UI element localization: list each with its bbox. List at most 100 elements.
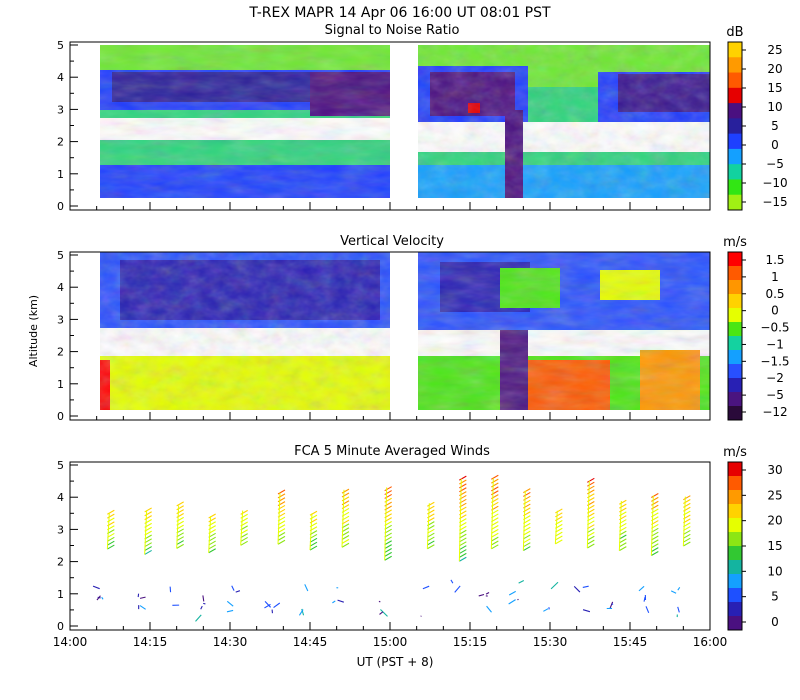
y-tick-label: 4 bbox=[57, 491, 64, 504]
wind-barb bbox=[523, 491, 531, 497]
colorbar-swatch bbox=[728, 266, 742, 281]
wind-barb bbox=[645, 606, 650, 614]
vv-panel-title: Vertical Velocity bbox=[340, 234, 444, 249]
wind-barb bbox=[427, 536, 435, 542]
wind-barb bbox=[203, 602, 206, 605]
snr-top-gap bbox=[100, 42, 710, 45]
wind-barb bbox=[587, 535, 595, 541]
wind-barb bbox=[384, 497, 392, 503]
wind-barb bbox=[582, 585, 589, 588]
wind-barb bbox=[459, 537, 467, 543]
wind-barb bbox=[683, 537, 691, 543]
colorbar-label: −10 bbox=[762, 176, 787, 190]
wind-barb bbox=[240, 533, 248, 539]
wind-barb-staff bbox=[522, 490, 526, 551]
wind-barb bbox=[459, 479, 467, 485]
wind-barb bbox=[459, 556, 467, 562]
x-axis-label: UT (PST + 8) bbox=[357, 655, 434, 669]
wind-barb bbox=[277, 535, 286, 541]
colorbar-label: 20 bbox=[767, 514, 782, 528]
colorbar-swatch bbox=[728, 532, 742, 547]
wind-barb bbox=[677, 586, 681, 591]
wind-barb bbox=[341, 496, 350, 502]
colorbar-unit: m/s bbox=[723, 235, 747, 250]
wind-barb-staff bbox=[682, 496, 686, 547]
snr-data-gap bbox=[390, 42, 418, 200]
wind-barb bbox=[107, 513, 115, 519]
wind-barb-staff bbox=[426, 503, 430, 549]
colorbar-label: −5 bbox=[766, 388, 784, 402]
wind-barb bbox=[277, 497, 286, 503]
wind-barb bbox=[101, 596, 104, 600]
y-tick-label: 0 bbox=[57, 200, 64, 213]
y-tick-label: 2 bbox=[57, 556, 64, 569]
wind-barb bbox=[277, 539, 286, 545]
wind-barb bbox=[573, 586, 581, 593]
wind-barb bbox=[491, 478, 499, 484]
wind-barb bbox=[491, 536, 499, 542]
y-tick-label: 3 bbox=[57, 103, 64, 116]
wind-barb bbox=[277, 532, 286, 537]
wind-barb bbox=[139, 596, 146, 599]
y-tick-label: 4 bbox=[57, 71, 64, 84]
wind-y-axis: 0 1 2 3 4 5 bbox=[57, 459, 78, 633]
wind-barb bbox=[309, 541, 318, 547]
wind-barb bbox=[226, 600, 234, 607]
colorbar-unit: m/s bbox=[723, 445, 747, 460]
y-tick-label: 0 bbox=[57, 410, 64, 423]
wind-barb bbox=[491, 474, 499, 480]
wind-barb bbox=[619, 507, 627, 513]
wind-barb bbox=[587, 481, 595, 487]
wind-barb bbox=[240, 536, 248, 542]
wind-barb bbox=[226, 609, 234, 613]
wind-barb bbox=[555, 508, 563, 514]
colorbar-label: −5 bbox=[766, 157, 784, 171]
figure-title: T-REX MAPR 14 Apr 06 16:00 UT 08:01 PST bbox=[248, 5, 551, 21]
wind-barb bbox=[651, 547, 659, 553]
wind-barb bbox=[619, 542, 627, 548]
wind-barb bbox=[176, 532, 184, 538]
y-tick-label: 5 bbox=[57, 249, 64, 262]
colorbar-label: −1 bbox=[766, 337, 784, 351]
wind-barb bbox=[309, 510, 318, 516]
colorbar-swatch bbox=[728, 72, 742, 89]
wind-barb bbox=[508, 590, 516, 596]
wind-barb bbox=[543, 608, 549, 612]
wind-barb bbox=[208, 517, 216, 523]
wind-barb bbox=[107, 509, 115, 515]
wind-barb bbox=[427, 540, 435, 546]
colorbar-swatch bbox=[728, 546, 742, 561]
wind-barb bbox=[378, 600, 381, 603]
wind-barb bbox=[309, 537, 318, 543]
colorbar-label: 0 bbox=[771, 615, 779, 629]
wind-barb bbox=[92, 585, 100, 590]
colorbar-label: 25 bbox=[767, 488, 782, 502]
colorbar-label: −12 bbox=[762, 405, 787, 419]
wind-barb bbox=[683, 495, 691, 501]
wind-barb-staff bbox=[208, 516, 212, 553]
x-tick-label: 15:30 bbox=[533, 635, 568, 649]
vv-heatmap bbox=[100, 252, 710, 410]
wind-barb bbox=[651, 504, 659, 510]
wind-barb bbox=[341, 538, 350, 544]
wind-barb bbox=[619, 538, 627, 544]
wind-barb bbox=[277, 524, 286, 530]
y-tick-label: 3 bbox=[57, 313, 64, 326]
wind-barb bbox=[491, 482, 499, 488]
colorbar-swatch bbox=[728, 490, 742, 505]
wind-barb bbox=[176, 501, 184, 507]
x-tick-label: 14:30 bbox=[213, 635, 248, 649]
wind-barb bbox=[619, 546, 627, 552]
wind-barb bbox=[384, 532, 392, 538]
vv-colorbar: m/s 1.5 1 0.5 0 −0.5 −1 −1.5 −2 −5 −12 bbox=[723, 235, 790, 421]
wind-barb bbox=[341, 542, 350, 548]
colorbar-label: 5 bbox=[771, 590, 779, 604]
wind-barb bbox=[643, 596, 646, 602]
wind-barb bbox=[677, 606, 680, 613]
wind-barb bbox=[491, 540, 499, 546]
wind-barb bbox=[459, 533, 467, 539]
wind-barb bbox=[555, 535, 563, 541]
wind-barb-staff bbox=[490, 478, 494, 549]
wind-barb bbox=[587, 524, 595, 530]
wind-barb bbox=[582, 609, 591, 613]
